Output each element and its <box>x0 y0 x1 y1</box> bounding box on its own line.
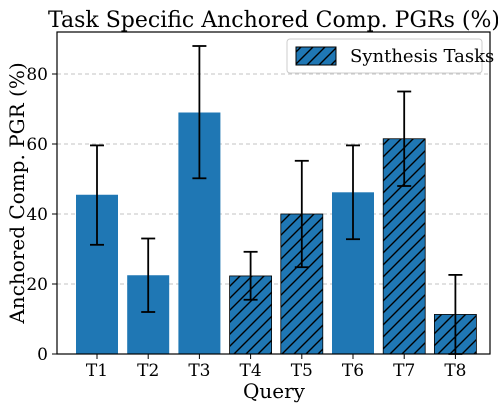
y-axis-ticks: 0 20 40 60 80 <box>26 65 57 365</box>
y-tick-label: 40 <box>26 205 48 225</box>
x-tick-label: T8 <box>444 361 466 381</box>
x-tick-label: T6 <box>342 361 364 381</box>
x-tick-label: T4 <box>240 361 262 381</box>
y-tick-label: 0 <box>37 345 48 365</box>
x-tick-label: T5 <box>291 361 313 381</box>
y-tick-label: 20 <box>26 275 48 295</box>
legend-label: Synthesis Tasks <box>350 46 494 67</box>
x-tick-label: T1 <box>86 361 108 381</box>
legend-swatch-hatched <box>295 46 337 66</box>
y-axis-title: Anchored Comp. PGR (%) <box>5 62 29 324</box>
x-tick-label: T3 <box>188 361 210 381</box>
error-bars <box>90 45 463 355</box>
x-axis-title: Query <box>243 379 306 403</box>
x-tick-label: T7 <box>393 361 415 381</box>
chart-title: Task Specific Anchored Comp. PGRs (%) <box>48 8 498 33</box>
legend: Synthesis Tasks <box>286 38 494 74</box>
x-axis-ticks: T1 T2 T3 T4 T5 T6 T7 T8 <box>86 354 466 381</box>
x-tick-label: T2 <box>137 361 159 381</box>
y-tick-label: 60 <box>26 135 48 155</box>
y-tick-label: 80 <box>26 65 48 85</box>
plot-frame <box>56 31 491 355</box>
bars <box>76 112 477 355</box>
